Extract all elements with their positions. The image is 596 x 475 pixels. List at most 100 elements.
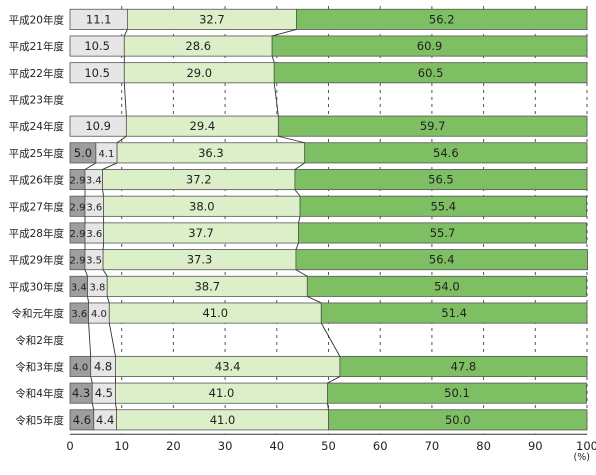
- x-tick-label: 80: [476, 439, 491, 453]
- value-label: 10.5: [84, 39, 110, 53]
- value-label: 55.4: [430, 199, 456, 213]
- connector-line: [294, 189, 301, 197]
- axis-layer: 平成20年度平成21年度平成22年度平成23年度平成24年度平成25年度平成26…: [9, 13, 596, 463]
- value-label: 54.6: [433, 146, 459, 160]
- bar-segment: [271, 35, 588, 57]
- value-label: 2.9: [70, 176, 86, 187]
- category-label: 令和元年度: [12, 307, 65, 320]
- value-label: 4.8: [94, 359, 112, 373]
- category-label: 平成22年度: [9, 67, 65, 80]
- connector-line: [271, 56, 275, 63]
- x-tick-label: 10: [114, 439, 129, 453]
- value-label: 38.7: [194, 279, 220, 293]
- bar-segment: [306, 275, 587, 297]
- bar-segment: [328, 409, 588, 431]
- x-tick-label: 40: [269, 439, 284, 453]
- value-label: 11.1: [86, 12, 112, 26]
- connector-line: [102, 243, 105, 250]
- value-label: 4.5: [95, 386, 113, 400]
- bar-layer: [69, 8, 588, 431]
- bar-segment: [327, 382, 587, 404]
- bar-segment: [304, 142, 588, 164]
- x-tick-label: 70: [425, 439, 440, 453]
- value-label: 38.0: [189, 199, 215, 213]
- value-label: 59.7: [420, 119, 446, 133]
- value-label: 3.4: [71, 282, 87, 293]
- connector-line: [87, 296, 90, 304]
- connector-line: [123, 29, 128, 37]
- connector-line: [295, 269, 308, 277]
- category-label: 平成28年度: [9, 227, 65, 240]
- category-label: 平成25年度: [9, 147, 65, 160]
- category-label: 平成23年度: [9, 93, 65, 106]
- value-label: 29.0: [186, 66, 212, 80]
- bar-segment: [339, 355, 588, 377]
- connector-line: [102, 162, 118, 170]
- value-label: 4.0: [91, 309, 107, 320]
- category-label: 平成29年度: [9, 254, 65, 267]
- x-tick-label: 100: [576, 439, 596, 453]
- category-label: 平成20年度: [9, 13, 65, 26]
- category-label: 令和5年度: [15, 414, 64, 427]
- value-label: 2.9: [70, 256, 86, 267]
- x-tick-label: 30: [218, 439, 233, 453]
- connector-line: [320, 322, 341, 357]
- x-tick-label: 90: [528, 439, 543, 453]
- x-tick-label: 0: [66, 439, 73, 453]
- value-label: 36.3: [198, 146, 224, 160]
- value-label: 10.5: [84, 66, 110, 80]
- value-label: 28.6: [185, 39, 211, 53]
- connector-line: [294, 162, 305, 170]
- connector-line: [91, 403, 95, 410]
- value-label: 3.5: [86, 256, 102, 267]
- value-label: 47.8: [451, 359, 477, 373]
- category-label: 平成27年度: [9, 200, 65, 213]
- connector-line: [307, 296, 322, 304]
- connector-line: [106, 296, 110, 304]
- connector-line: [298, 216, 301, 223]
- bar-segment: [298, 222, 587, 244]
- value-label: 41.0: [202, 306, 228, 320]
- x-tick-label: 60: [373, 439, 388, 453]
- connector-line: [115, 403, 117, 410]
- connector-line: [278, 135, 305, 144]
- connector-line: [273, 82, 279, 117]
- connector-line: [108, 323, 116, 357]
- connector-line: [90, 376, 93, 384]
- value-label: 41.0: [209, 386, 235, 400]
- value-label: 29.4: [190, 119, 216, 133]
- value-label: 3.6: [86, 202, 102, 213]
- value-label: 41.0: [210, 413, 236, 427]
- category-label: 平成26年度: [9, 174, 65, 187]
- category-label: 令和2年度: [15, 334, 64, 347]
- label-layer: 11.1 32.7 56.2 10.5 28.6 60.9 10.5 29.0 60.5 10.9…: [70, 12, 477, 427]
- connector-line: [88, 323, 92, 357]
- connector-line: [116, 135, 127, 144]
- connector-layer: [84, 29, 341, 410]
- connector-line: [295, 242, 299, 250]
- value-label: 4.1: [98, 149, 114, 160]
- value-label: 3.8: [89, 282, 105, 293]
- bar-segment: [273, 62, 588, 84]
- value-label: 2.9: [70, 202, 86, 213]
- connector-line: [102, 269, 108, 277]
- value-label: 3.6: [86, 229, 102, 240]
- value-label: 4.3: [72, 386, 90, 400]
- value-label: 32.7: [199, 12, 225, 26]
- connector-line: [84, 269, 88, 277]
- category-label: 平成30年度: [9, 280, 65, 293]
- value-label: 56.2: [429, 12, 455, 26]
- bar-segment: [296, 8, 588, 30]
- category-label: 令和4年度: [15, 387, 64, 400]
- value-label: 50.1: [444, 386, 470, 400]
- bar-segment: [320, 302, 588, 324]
- value-label: 55.7: [430, 226, 456, 240]
- bar-segment: [277, 115, 588, 137]
- value-label: 56.5: [428, 173, 454, 187]
- value-label: 37.2: [186, 173, 212, 187]
- value-label: 37.7: [188, 226, 214, 240]
- value-label: 37.3: [187, 253, 213, 267]
- value-label: 51.4: [441, 306, 467, 320]
